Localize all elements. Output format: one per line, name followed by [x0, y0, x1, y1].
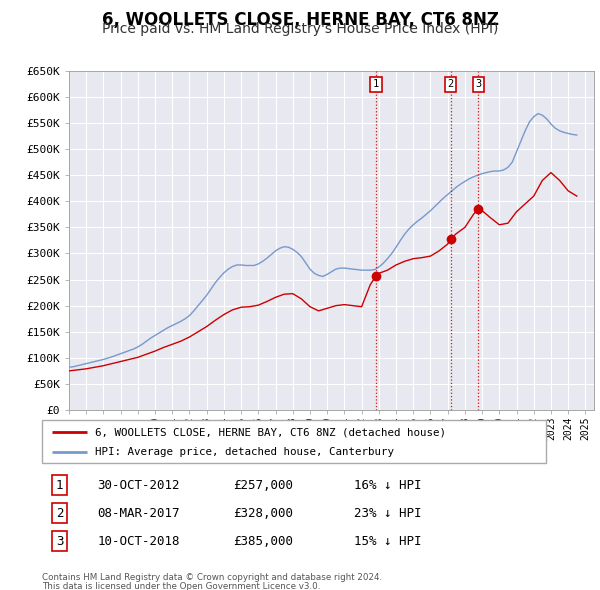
Text: This data is licensed under the Open Government Licence v3.0.: This data is licensed under the Open Gov… — [42, 582, 320, 590]
Text: £257,000: £257,000 — [233, 478, 293, 491]
Text: £328,000: £328,000 — [233, 507, 293, 520]
Text: 1: 1 — [56, 478, 64, 491]
Text: 2: 2 — [56, 507, 64, 520]
Text: 6, WOOLLETS CLOSE, HERNE BAY, CT6 8NZ: 6, WOOLLETS CLOSE, HERNE BAY, CT6 8NZ — [101, 11, 499, 29]
Text: 30-OCT-2012: 30-OCT-2012 — [97, 478, 180, 491]
Text: 6, WOOLLETS CLOSE, HERNE BAY, CT6 8NZ (detached house): 6, WOOLLETS CLOSE, HERNE BAY, CT6 8NZ (d… — [95, 427, 446, 437]
Text: Contains HM Land Registry data © Crown copyright and database right 2024.: Contains HM Land Registry data © Crown c… — [42, 573, 382, 582]
FancyBboxPatch shape — [42, 420, 546, 463]
Text: 10-OCT-2018: 10-OCT-2018 — [97, 535, 180, 548]
Text: 3: 3 — [475, 79, 481, 89]
Text: £385,000: £385,000 — [233, 535, 293, 548]
Text: 2: 2 — [448, 79, 454, 89]
Text: 15% ↓ HPI: 15% ↓ HPI — [355, 535, 422, 548]
Text: 08-MAR-2017: 08-MAR-2017 — [97, 507, 180, 520]
Text: HPI: Average price, detached house, Canterbury: HPI: Average price, detached house, Cant… — [95, 447, 394, 457]
Text: 3: 3 — [56, 535, 64, 548]
Text: 1: 1 — [373, 79, 379, 89]
Text: 16% ↓ HPI: 16% ↓ HPI — [355, 478, 422, 491]
Text: 23% ↓ HPI: 23% ↓ HPI — [355, 507, 422, 520]
Text: Price paid vs. HM Land Registry's House Price Index (HPI): Price paid vs. HM Land Registry's House … — [102, 22, 498, 37]
